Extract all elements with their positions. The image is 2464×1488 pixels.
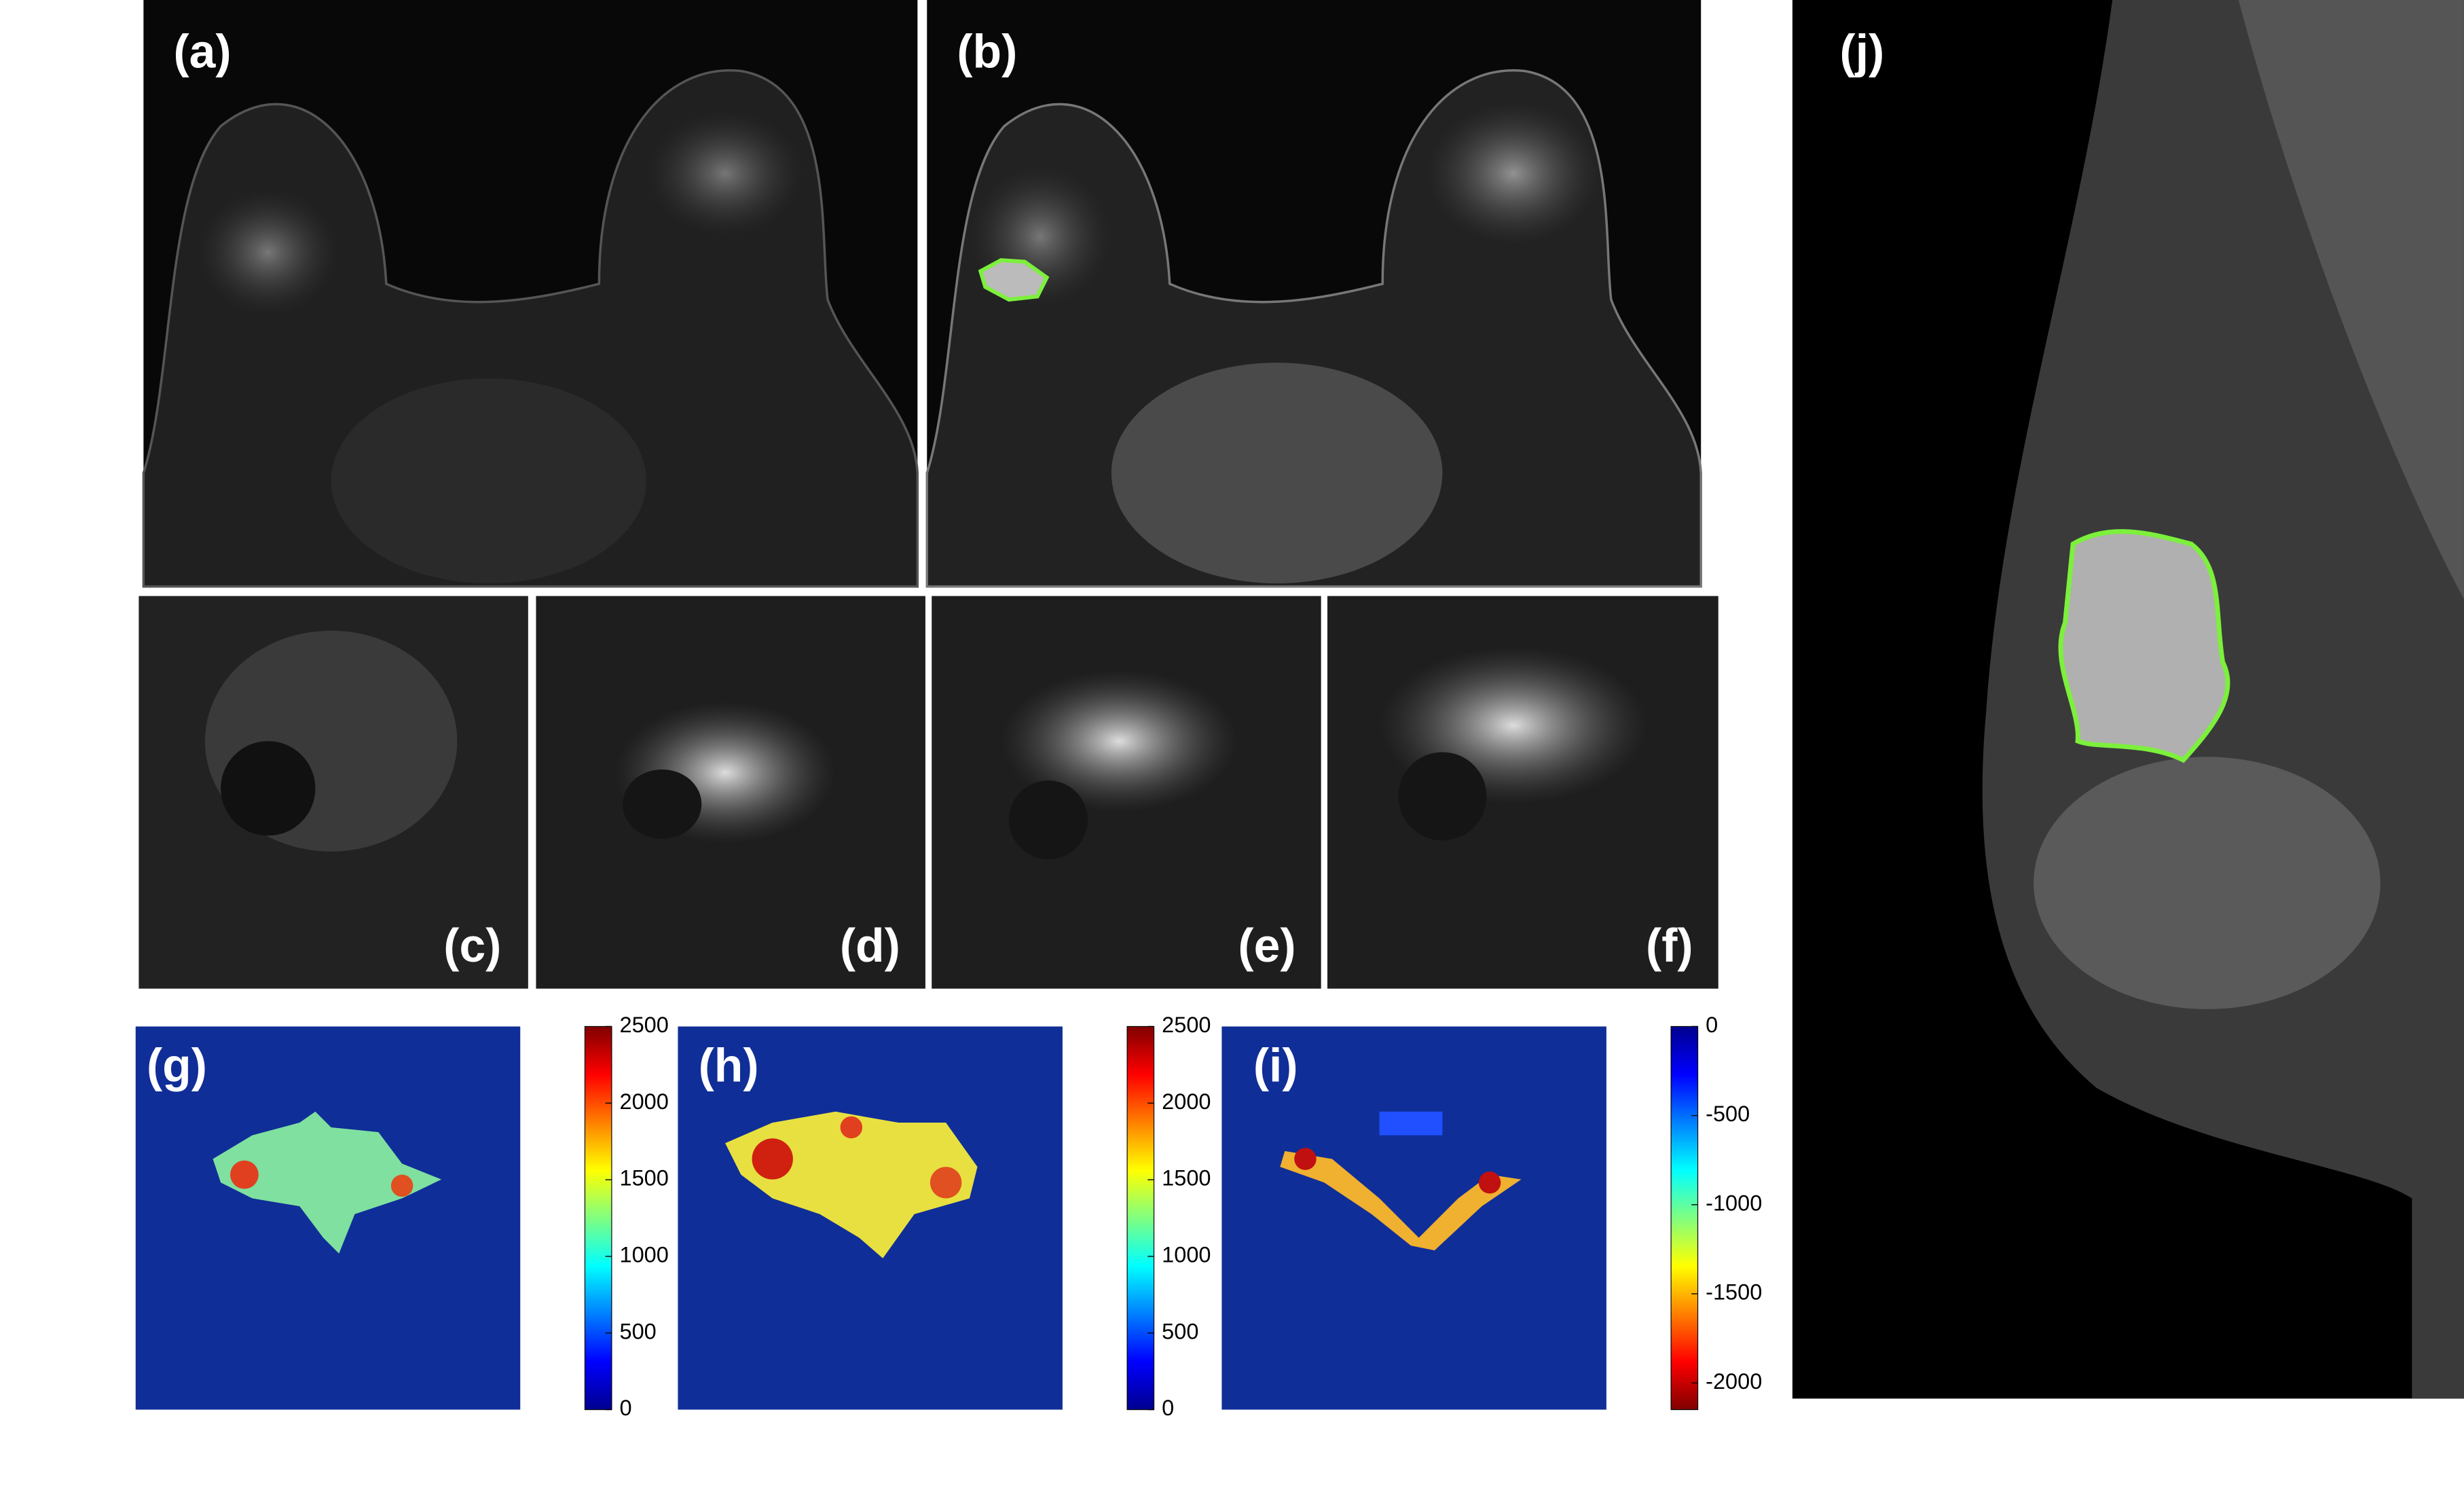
panel-label: (f) xyxy=(1646,919,1693,972)
panel-label: (d) xyxy=(840,919,900,972)
map-g xyxy=(135,1026,521,1410)
colorbar-tick-label: 1000 xyxy=(620,1243,669,1267)
zoom-f xyxy=(1327,596,1718,989)
zoom-e xyxy=(932,596,1321,989)
panel-label: (e) xyxy=(1238,919,1295,972)
colorbar-tick-label: -2000 xyxy=(1706,1369,1762,1394)
colorbar-tick-label: -500 xyxy=(1706,1102,1750,1126)
panel-label: (a) xyxy=(173,25,231,78)
colorbar-tick-label: 500 xyxy=(620,1319,657,1343)
colorbar-tick-label: 1500 xyxy=(620,1166,669,1191)
colorbar-tick-label: 2500 xyxy=(620,1013,669,1037)
colorbar-tick-label: -1500 xyxy=(1706,1280,1762,1305)
colorbar xyxy=(1126,1026,1155,1411)
colorbar-tick-label: 2000 xyxy=(1162,1089,1211,1114)
mri-b xyxy=(925,0,1702,588)
colorbar-tick-label: 2500 xyxy=(1162,1013,1211,1037)
panel-label: (h) xyxy=(699,1039,759,1092)
colorbar-tick-label: 0 xyxy=(1162,1396,1174,1420)
colorbar-tick-label: 0 xyxy=(620,1396,632,1420)
mammogram-j xyxy=(1792,0,2464,1399)
colorbar-tick-label: 2000 xyxy=(620,1089,669,1114)
colorbar xyxy=(1670,1026,1699,1411)
panel-label: (i) xyxy=(1253,1039,1298,1092)
colorbar-tick-label: 1000 xyxy=(1162,1243,1211,1267)
panel-label: (c) xyxy=(443,919,501,972)
map-i xyxy=(1221,1026,1606,1410)
colorbar xyxy=(584,1026,612,1411)
zoom-c xyxy=(139,596,528,989)
panel-label: (j) xyxy=(1840,25,1885,78)
colorbar-tick-label: 0 xyxy=(1706,1013,1718,1037)
colorbar-tick-label: 1500 xyxy=(1162,1166,1211,1191)
colorbar-tick-label: -1000 xyxy=(1706,1191,1762,1215)
panel-label: (b) xyxy=(957,25,1017,78)
colorbar-tick-label: 500 xyxy=(1162,1319,1198,1343)
panel-label: (g) xyxy=(147,1039,207,1092)
zoom-d xyxy=(536,596,925,989)
map-h xyxy=(678,1026,1063,1410)
mri-a xyxy=(142,0,919,588)
